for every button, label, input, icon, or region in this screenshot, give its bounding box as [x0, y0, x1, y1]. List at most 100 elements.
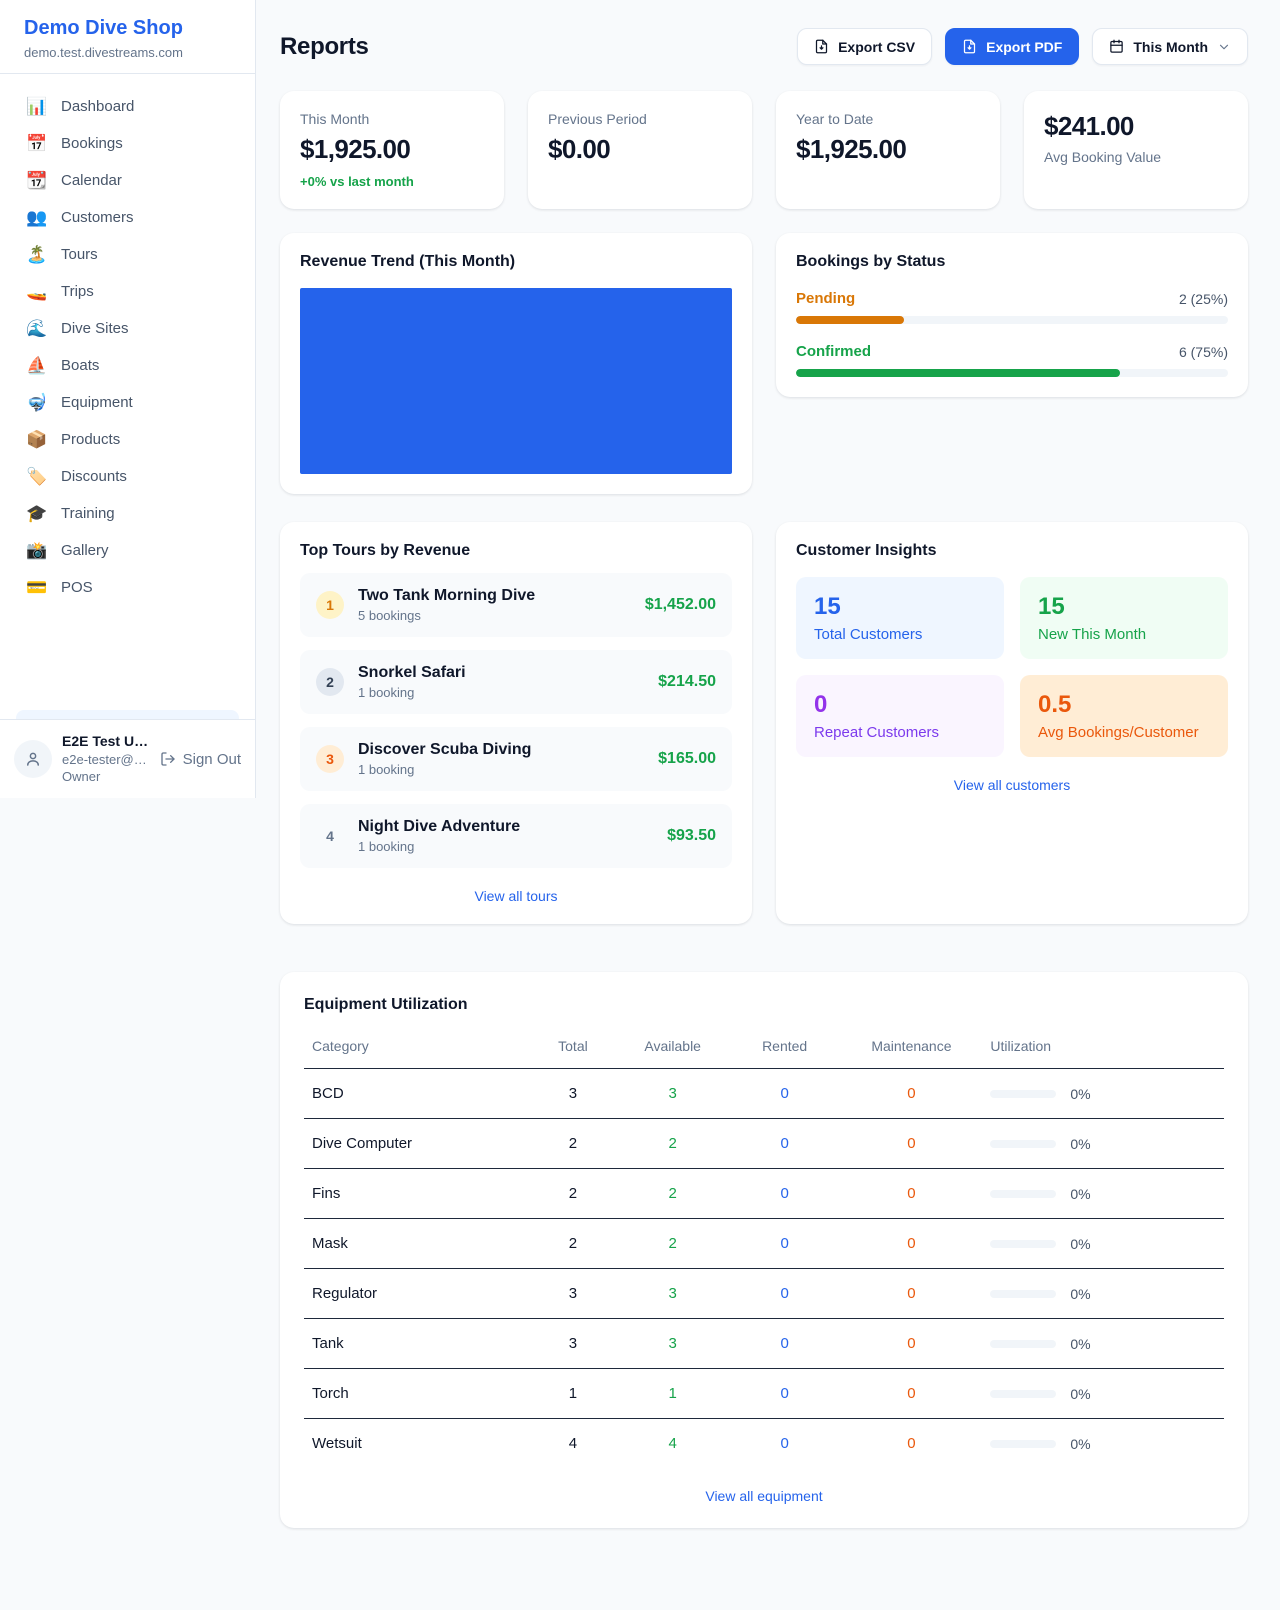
tour-row: 3 Discover Scuba Diving 1 booking $165.0… — [300, 727, 732, 791]
sidebar-item-equipment[interactable]: 🤿 Equipment — [16, 384, 239, 421]
cell-total: 3 — [529, 1068, 617, 1119]
sidebar-item-products[interactable]: 📦 Products — [16, 421, 239, 458]
sidebar-item-pos[interactable]: 💳 POS — [16, 569, 239, 606]
cell-maintenance: 0 — [840, 1218, 983, 1269]
table-row: Dive Computer 2 2 0 0 0% — [304, 1118, 1224, 1169]
chevron-down-icon — [1219, 44, 1229, 49]
cell-available: 2 — [616, 1118, 729, 1169]
revenue-trend-title: Revenue Trend (This Month) — [300, 253, 516, 270]
cell-available: 2 — [616, 1168, 729, 1219]
cell-total: 2 — [529, 1118, 617, 1169]
stat-cards: This Month $1,925.00 +0% vs last month P… — [280, 91, 1248, 209]
cell-maintenance: 0 — [840, 1368, 983, 1419]
stat-value: $1,925.00 — [796, 134, 907, 164]
status-row-pending: Pending 2 (25%) — [796, 290, 1228, 324]
sidebar-item-label: Equipment — [61, 394, 133, 411]
rank-badge: 3 — [316, 745, 344, 773]
cell-category: Regulator — [304, 1268, 530, 1319]
export-csv-button[interactable]: Export CSV — [797, 28, 933, 65]
cell-maintenance: 0 — [840, 1318, 983, 1369]
sidebar-item-active-partial[interactable] — [16, 710, 239, 720]
user-icon — [27, 752, 39, 766]
tour-bookings: 1 booking — [358, 685, 415, 700]
insights-row: Top Tours by Revenue 1 Two Tank Morning … — [280, 522, 1248, 924]
tour-bookings: 1 booking — [358, 762, 415, 777]
sidebar-item-trips[interactable]: 🚤 Trips — [16, 273, 239, 310]
period-selector[interactable]: This Month — [1092, 28, 1248, 65]
sidebar-item-bookings[interactable]: 📅 Bookings — [16, 125, 239, 162]
revenue-trend-card: Revenue Trend (This Month) — [280, 233, 752, 494]
cell-rented: 0 — [728, 1168, 841, 1219]
export-pdf-button[interactable]: Export PDF — [945, 28, 1080, 65]
tour-bookings: 1 booking — [358, 839, 415, 854]
wave-icon: 🌊 — [26, 319, 48, 338]
tour-name: Snorkel Safari — [358, 664, 466, 681]
cell-utilization: 0% — [982, 1419, 1224, 1469]
file-download-icon — [963, 39, 976, 54]
user-email: e2e-tester@… — [62, 751, 147, 767]
table-header-row: Category Total Available Rented Maintena… — [304, 1026, 1224, 1069]
sidebar-item-dive-sites[interactable]: 🌊 Dive Sites — [16, 310, 239, 347]
shop-domain: demo.test.divestreams.com — [24, 45, 183, 60]
cell-category: Tank — [304, 1318, 530, 1369]
stat-card-avg-booking-value: $241.00 Avg Booking Value — [1024, 91, 1248, 209]
header-actions: Export CSV Export PDF This Month — [797, 28, 1248, 65]
tour-row: 4 Night Dive Adventure 1 booking $93.50 — [300, 804, 732, 868]
sidebar-item-label: Bookings — [61, 135, 123, 152]
tile-value: 15 — [814, 593, 841, 620]
table-row: BCD 3 3 0 0 0% — [304, 1068, 1224, 1119]
table-row: Regulator 3 3 0 0 0% — [304, 1268, 1224, 1319]
stat-value: $241.00 — [1044, 111, 1134, 141]
sign-out-button[interactable]: Sign Out — [160, 751, 241, 768]
sailboat-icon: ⛵ — [26, 356, 48, 375]
cell-category: BCD — [304, 1068, 530, 1119]
view-all-customers-link[interactable]: View all customers — [953, 777, 1071, 793]
cell-maintenance: 0 — [840, 1268, 983, 1319]
utilization-bar — [990, 1089, 1057, 1098]
column-header-rented: Rented — [728, 1026, 841, 1069]
stat-card-this-month: This Month $1,925.00 +0% vs last month — [280, 91, 504, 209]
status-bar-track — [796, 369, 1228, 377]
sidebar-item-calendar[interactable]: 📆 Calendar — [16, 162, 239, 199]
tour-name: Discover Scuba Diving — [358, 741, 532, 758]
tag-icon: 🏷️ — [26, 467, 48, 486]
sign-out-label: Sign Out — [182, 750, 241, 768]
status-bar-fill-pending — [796, 316, 904, 324]
cell-maintenance: 0 — [840, 1068, 983, 1119]
sidebar-item-label: Boats — [61, 357, 100, 374]
graduation-cap-icon: 🎓 — [26, 504, 48, 523]
sidebar-item-boats[interactable]: ⛵ Boats — [16, 347, 239, 384]
cell-category: Torch — [304, 1368, 530, 1419]
cell-maintenance: 0 — [840, 1118, 983, 1169]
rank-badge: 2 — [316, 668, 344, 696]
table-row: Fins 2 2 0 0 0% — [304, 1168, 1224, 1219]
sidebar: Demo Dive Shop demo.test.divestreams.com… — [0, 0, 256, 798]
sidebar-item-gallery[interactable]: 📸 Gallery — [16, 532, 239, 569]
user-footer: E2E Test U… e2e-tester@… Owner Sign Out — [0, 719, 255, 798]
utilization-percent: 0% — [1070, 1185, 1091, 1202]
column-header-category: Category — [304, 1026, 530, 1069]
shop-name: Demo Dive Shop — [24, 17, 183, 39]
cell-maintenance: 0 — [907, 1435, 916, 1452]
cell-rented: 0 — [780, 1435, 789, 1452]
export-pdf-label: Export PDF — [986, 38, 1063, 55]
tour-name: Night Dive Adventure — [358, 818, 521, 835]
tile-repeat-customers: 0 Repeat Customers — [796, 675, 1004, 757]
sidebar-item-label: POS — [61, 579, 93, 596]
view-all-equipment-link[interactable]: View all equipment — [705, 1488, 823, 1504]
sidebar-item-tours[interactable]: 🏝️ Tours — [16, 236, 239, 273]
calendar-icon: 📆 — [26, 171, 48, 190]
sidebar-item-discounts[interactable]: 🏷️ Discounts — [16, 458, 239, 495]
utilization-percent: 0% — [1070, 1235, 1091, 1252]
cell-category: Wetsuit — [312, 1435, 362, 1452]
stat-label: Avg Booking Value — [1044, 149, 1162, 165]
sidebar-item-dashboard[interactable]: 📊 Dashboard — [16, 88, 239, 125]
sidebar-item-label: Customers — [61, 209, 134, 226]
view-all-tours-link[interactable]: View all tours — [474, 888, 558, 904]
sidebar-item-training[interactable]: 🎓 Training — [16, 495, 239, 532]
customer-insights-card: Customer Insights 15 Total Customers 15 … — [776, 522, 1248, 924]
sidebar-item-label: Products — [61, 431, 121, 448]
charts-row: Revenue Trend (This Month) Bookings by S… — [280, 233, 1248, 494]
island-icon: 🏝️ — [26, 245, 48, 264]
sidebar-item-customers[interactable]: 👥 Customers — [16, 199, 239, 236]
